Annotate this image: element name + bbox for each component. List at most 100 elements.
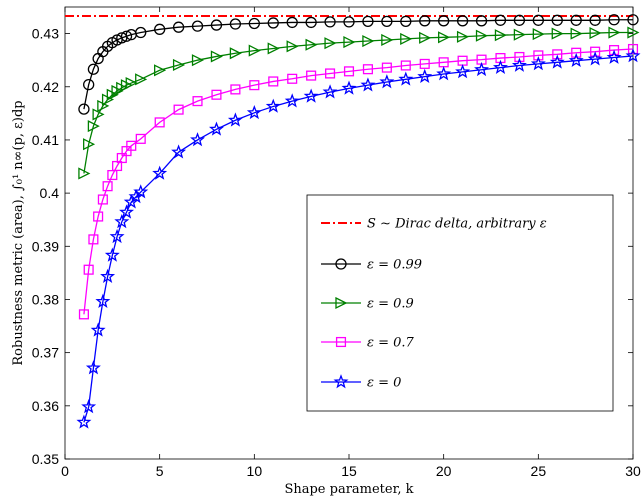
data-point [126,140,137,151]
data-point [229,47,242,60]
data-point [267,17,279,29]
data-point [93,211,104,222]
data-point [549,54,565,69]
data-point [120,30,133,42]
data-point [119,204,135,219]
data-point [211,89,222,100]
data-point [135,73,148,86]
legend-swatch-marker [333,374,349,389]
legend-label: ε = 0.99 [367,258,422,273]
y-tick-label: 0.35 [32,451,59,467]
data-point [171,144,187,159]
y-tick-label: 0.38 [32,291,59,307]
series-line [83,48,634,315]
x-tick-label: 25 [531,463,547,479]
data-point [362,15,374,28]
data-point [362,34,375,48]
data-point [532,14,544,26]
data-point [227,112,243,127]
data-point [456,15,469,27]
data-point [78,103,90,115]
data-point [192,96,203,107]
x-tick-label: 20 [436,463,452,479]
data-point [532,28,545,41]
data-point [306,70,317,81]
x-ticks: 0 5 10 15 20 25 30 [61,7,641,479]
data-point [400,15,412,28]
data-point [513,14,526,26]
legend-label: S ∼ Dirac delta, arbitrary ε [367,217,547,232]
data-point [154,64,167,77]
series-1 [78,26,640,180]
data-point [109,228,125,244]
data-point [133,184,149,199]
data-point [83,78,95,91]
data-point [208,121,224,136]
data-point [152,165,168,180]
data-point [97,194,108,205]
data-point [88,234,99,245]
data-point [265,98,281,113]
data-point [362,64,373,75]
data-point [533,50,544,61]
y-tick-label: 0.42 [32,79,59,95]
data-point [343,36,356,49]
data-point [494,29,507,42]
y-tick-label: 0.37 [32,345,59,361]
legend-swatch-marker [335,336,347,348]
data-point [303,88,319,103]
data-point [78,167,91,180]
data-point [360,77,376,92]
data-point [249,80,260,91]
series-lines [76,14,641,429]
data-point [230,84,241,95]
data-point [305,38,318,51]
data-point [324,16,336,28]
data-point [627,26,640,39]
data-point [417,68,433,84]
data-point [325,68,336,79]
data-point [322,84,338,99]
data-point [589,14,601,26]
data-point [381,62,392,73]
data-point [514,51,525,63]
data-point [494,14,507,26]
data-point [87,63,100,75]
data-point [104,247,120,262]
data-point [125,76,138,90]
series-3 [76,48,641,429]
x-tick-label: 0 [61,463,69,479]
data-point [341,80,357,95]
data-point [419,31,432,44]
data-point [475,29,488,42]
data-point [343,16,355,28]
data-point [627,43,639,55]
data-point [438,15,450,27]
data-point [381,33,394,47]
data-point [511,57,527,72]
data-point [419,58,430,69]
y-ticks: 0.35 0.36 0.37 0.38 0.39 0.4 0.41 0.42 0.43 [32,26,633,467]
data-point [474,61,490,77]
legend-swatch-marker [335,296,348,310]
data-point [114,213,130,229]
data-point [229,18,242,30]
y-tick-label: 0.43 [32,26,59,42]
data-point [102,181,113,192]
data-point [455,64,471,79]
data-point [135,133,146,144]
data-point [83,264,94,275]
data-point [100,268,116,283]
data-point [551,27,564,40]
data-point [191,20,204,32]
data-point [589,27,602,40]
data-point [438,31,451,44]
data-point [267,42,280,55]
data-point [400,32,413,45]
y-tick-label: 0.36 [32,398,59,414]
x-tick-label: 15 [341,463,357,479]
data-point [286,16,298,29]
data-point [530,56,546,71]
data-point [154,117,165,128]
